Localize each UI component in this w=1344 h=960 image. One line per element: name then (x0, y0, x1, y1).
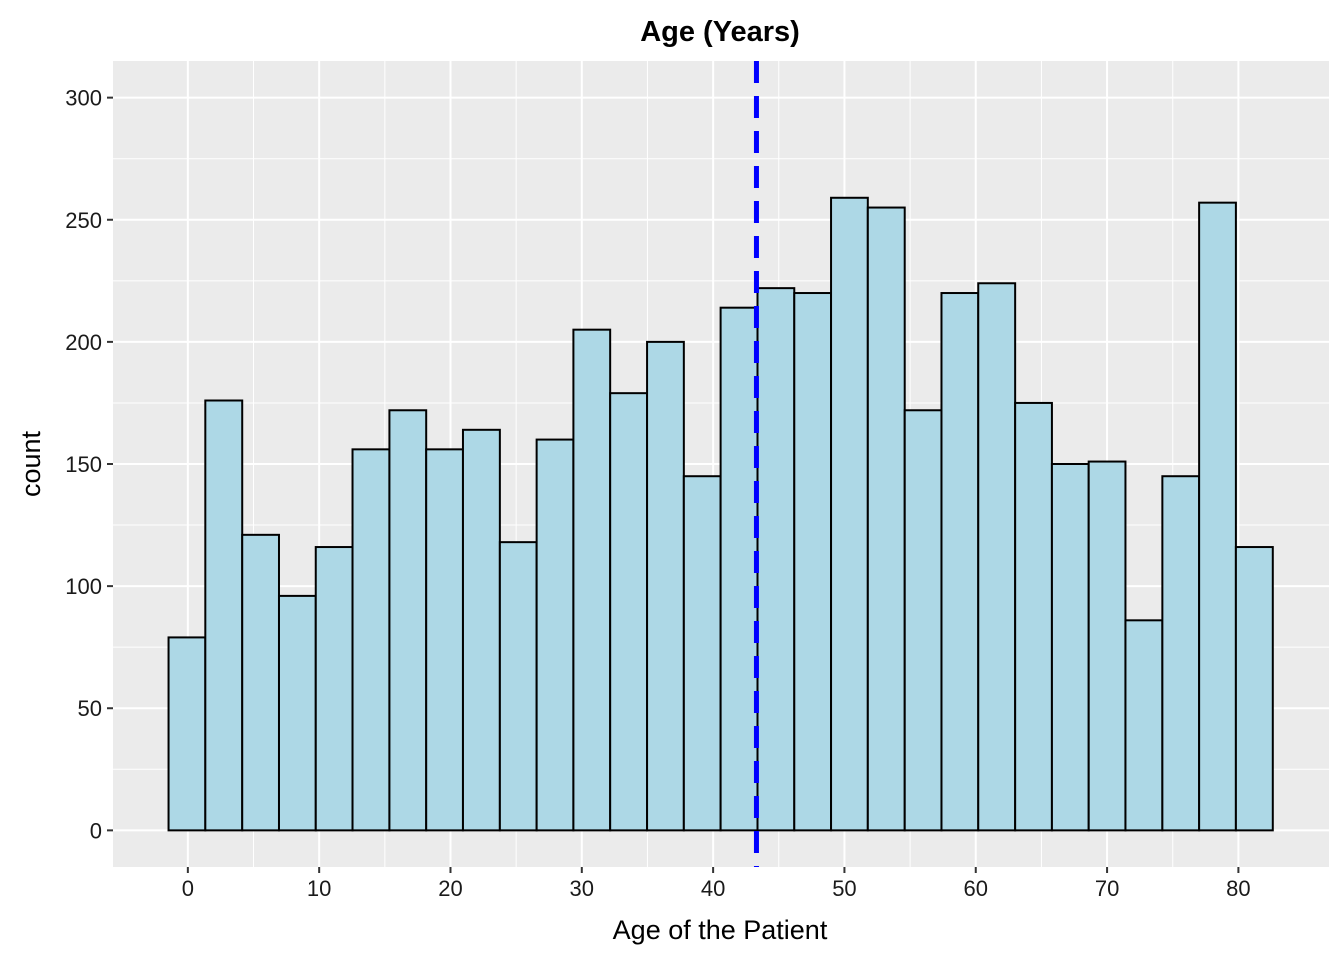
histogram-bar (535, 438, 575, 832)
histogram-bar (277, 594, 317, 832)
y-tick-label: 50 (78, 696, 102, 721)
y-tick-label: 200 (65, 330, 102, 355)
x-tick-label: 80 (1226, 876, 1250, 901)
x-tick-label: 70 (1095, 876, 1119, 901)
x-tick-label: 30 (570, 876, 594, 901)
histogram-bar (977, 282, 1017, 832)
histogram-bar (1050, 463, 1090, 832)
x-axis: 0 10 20 30 40 50 60 70 80 (182, 867, 1251, 901)
histogram-bar (1014, 401, 1053, 832)
x-tick-label: 60 (964, 876, 988, 901)
histogram-bar (830, 196, 869, 832)
y-tick-label: 0 (90, 818, 102, 843)
histogram-bar (388, 409, 428, 832)
histogram-bar (940, 292, 980, 832)
x-tick-label: 10 (307, 876, 331, 901)
histogram-bar (204, 399, 244, 832)
histogram-bar (719, 306, 759, 832)
y-tick-label: 300 (65, 86, 102, 111)
x-tick-label: 0 (182, 876, 194, 901)
y-tick-label: 250 (65, 208, 102, 233)
x-tick-label: 50 (832, 876, 856, 901)
y-tick-label: 150 (65, 452, 102, 477)
histogram-bar (167, 636, 207, 832)
histogram-bar (793, 292, 833, 832)
y-tick-label: 100 (65, 574, 102, 599)
histogram-bar (1234, 546, 1274, 832)
histogram-bar (314, 546, 354, 832)
x-tick-label: 40 (701, 876, 725, 901)
histogram-bar (609, 392, 649, 832)
histogram-bar (756, 287, 796, 832)
histogram-bar (1124, 619, 1164, 832)
histogram-bar (1161, 475, 1201, 832)
bars (167, 196, 1274, 832)
histogram-bar (1087, 460, 1127, 832)
y-axis-title: count (16, 430, 46, 497)
histogram-bar (572, 328, 612, 832)
y-axis: 0 50 100 150 200 250 300 (65, 86, 113, 843)
chart-title: Age (Years) (640, 16, 800, 48)
histogram-bar (241, 533, 280, 832)
histogram-bar (498, 541, 538, 832)
histogram-bar (903, 409, 943, 832)
histogram-bar (425, 448, 464, 832)
histogram-bar (1198, 201, 1237, 832)
histogram-bar (646, 340, 685, 832)
x-axis-title: Age of the Patient (613, 915, 828, 945)
x-tick-label: 20 (438, 876, 462, 901)
histogram-bar (461, 428, 501, 832)
histogram-bar (682, 475, 722, 832)
histogram-bar (351, 448, 391, 832)
histogram-bar (866, 206, 906, 832)
